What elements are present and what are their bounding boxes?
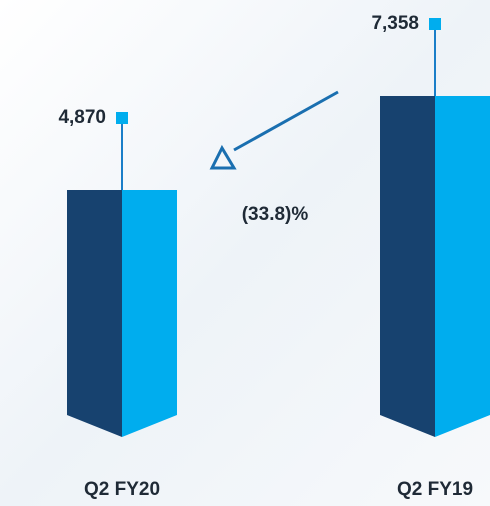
value-label: 7,358 — [371, 13, 419, 34]
value-marker — [429, 18, 441, 30]
bar-left-face — [67, 190, 122, 437]
bar-right-face — [435, 96, 490, 437]
x-tick-label: Q2 FY20 — [84, 479, 160, 500]
change-annotation: (33.8)% — [242, 204, 309, 225]
x-tick-label: Q2 FY19 — [397, 479, 473, 500]
value-label: 4,870 — [58, 107, 106, 128]
value-marker — [116, 112, 128, 125]
bar-left-face — [380, 96, 435, 437]
change-arrow — [233, 90, 339, 152]
bar-right-face — [122, 190, 177, 437]
delta-symbol — [209, 144, 237, 170]
